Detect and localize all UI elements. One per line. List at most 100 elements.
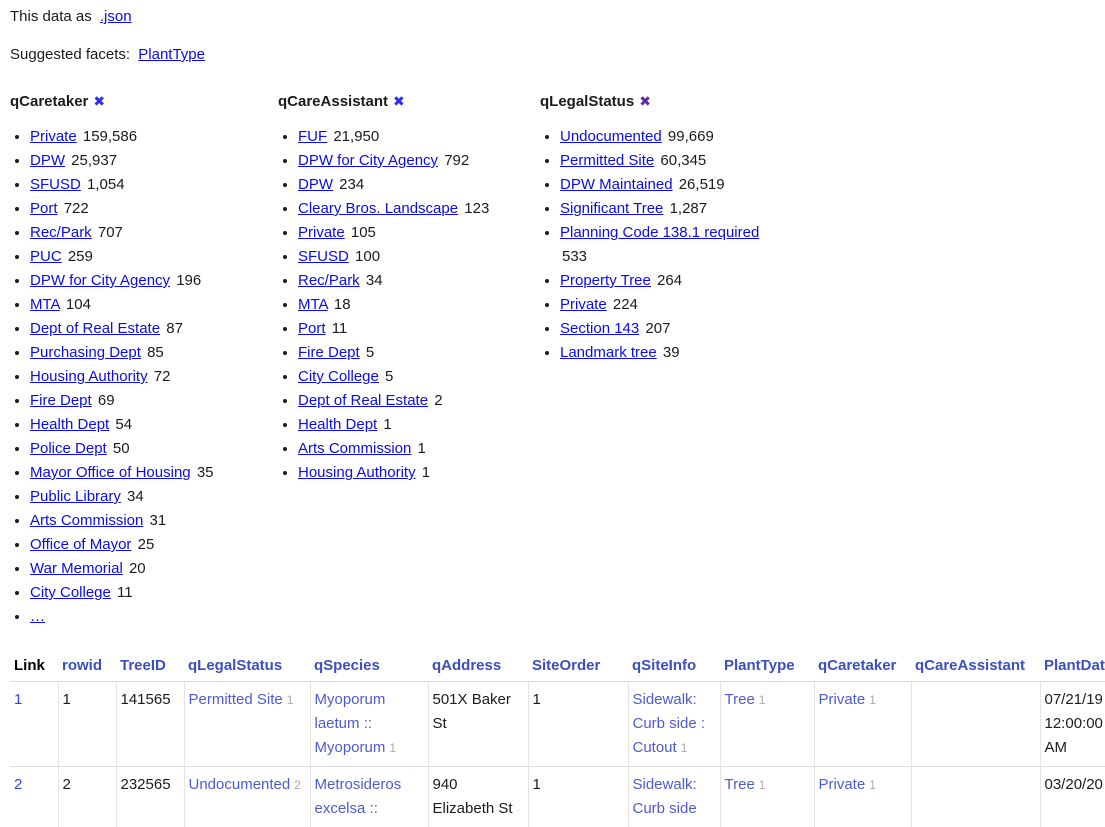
row-detail-link[interactable]: 2 [14, 776, 22, 793]
facet-value-link[interactable]: Section 143 [560, 320, 639, 337]
sort-column-link[interactable]: PlantDate [1044, 657, 1105, 674]
facet-value-link[interactable]: Purchasing Dept [30, 344, 141, 361]
facet-value-link[interactable]: Rec/Park [298, 272, 360, 289]
remove-facet-icon[interactable]: ✖ [93, 93, 105, 109]
facet-value-count: 26,519 [679, 176, 725, 193]
facet-value-link[interactable]: Dept of Real Estate [30, 320, 160, 337]
sort-column-link[interactable]: qLegalStatus [188, 657, 282, 674]
facet-value-link[interactable]: Office of Mayor [30, 536, 131, 553]
facet-value-link[interactable]: DPW [30, 152, 65, 169]
facet-value-link[interactable]: Rec/Park [30, 224, 92, 241]
sort-column-link[interactable]: SiteOrder [532, 657, 600, 674]
facet-value-count: 25,937 [71, 152, 117, 169]
cell-value-link[interactable]: Permitted Site [189, 691, 283, 708]
facet-value-link[interactable]: Property Tree [560, 272, 651, 289]
column-header-qsiteinfo: qSiteInfo [628, 653, 720, 682]
facet-value: Private 224 [560, 293, 775, 317]
facet-value: Rec/Park 34 [298, 269, 540, 293]
facet-value-link[interactable]: MTA [298, 296, 328, 313]
cell-qcareassistant [911, 767, 1040, 827]
facet-value-count: 31 [150, 512, 167, 529]
facet-value: Housing Authority 72 [30, 365, 278, 389]
cell-value-link[interactable]: Undocumented [189, 776, 291, 793]
facet-value-link[interactable]: Health Dept [298, 416, 377, 433]
facet-value-link[interactable]: Private [298, 224, 345, 241]
sort-column-link[interactable]: qSiteInfo [632, 657, 696, 674]
row-detail-link[interactable]: 1 [14, 691, 22, 708]
sort-column-link[interactable]: PlantType [724, 657, 795, 674]
sort-column-link[interactable]: qAddress [432, 657, 501, 674]
facet-value-link[interactable]: City College [298, 368, 379, 385]
facet-list: FUF 21,950DPW for City Agency 792DPW 234… [278, 125, 540, 485]
facet-value: Police Dept 50 [30, 437, 278, 461]
facet-value-link[interactable]: Port [30, 200, 58, 217]
facet-value-link[interactable]: Private [560, 296, 607, 313]
column-header-plantdate: PlantDate [1040, 653, 1105, 682]
cell-value-link[interactable]: Sidewalk: Curb side [633, 776, 697, 817]
facet-value-link[interactable]: Mayor Office of Housing [30, 464, 191, 481]
cell-value-link[interactable]: Tree [725, 776, 755, 793]
foreign-key-id: 1 [681, 741, 688, 755]
facet-value-link[interactable]: Housing Authority [298, 464, 416, 481]
facet-value-count: 722 [64, 200, 89, 217]
facet-value: DPW 25,937 [30, 149, 278, 173]
facet-list: Undocumented 99,669Permitted Site 60,345… [540, 125, 775, 365]
facet-value-link[interactable]: DPW for City Agency [298, 152, 438, 169]
facet-value-link[interactable]: Undocumented [560, 128, 662, 145]
facet-value-link[interactable]: City College [30, 584, 111, 601]
facet-value-count: 18 [334, 296, 351, 313]
facet-value-link[interactable]: PUC [30, 248, 62, 265]
facet-value-link[interactable]: Planning Code 138.1 required [560, 224, 759, 241]
facet-value-link[interactable]: Fire Dept [298, 344, 360, 361]
facet-value-link[interactable]: Dept of Real Estate [298, 392, 428, 409]
cell-value-link[interactable]: Sidewalk: Curb side : Cutout [633, 691, 706, 756]
sort-column-link[interactable]: rowid [62, 657, 102, 674]
facet-value-link[interactable]: Landmark tree [560, 344, 657, 361]
facet-value-link[interactable]: Arts Commission [298, 440, 411, 457]
facet-value-link[interactable]: DPW for City Agency [30, 272, 170, 289]
facet-value-link[interactable]: FUF [298, 128, 327, 145]
facet-more-link[interactable]: … [30, 608, 45, 625]
facet-value: DPW for City Agency 792 [298, 149, 540, 173]
facet-value-link[interactable]: Permitted Site [560, 152, 654, 169]
facet-value-link[interactable]: Public Library [30, 488, 121, 505]
facet-title-text: qCaretaker [10, 93, 88, 110]
sort-column-link[interactable]: TreeID [120, 657, 166, 674]
remove-facet-icon[interactable]: ✖ [639, 93, 651, 109]
facet-value-link[interactable]: DPW Maintained [560, 176, 673, 193]
facet-value-count: 533 [562, 248, 587, 265]
suggested-facet-planttype-link[interactable]: PlantType [138, 46, 205, 63]
facet-value-link[interactable]: SFUSD [298, 248, 349, 265]
facet-value-link[interactable]: Cleary Bros. Landscape [298, 200, 458, 217]
facet-value-link[interactable]: Fire Dept [30, 392, 92, 409]
column-header-qspecies: qSpecies [310, 653, 428, 682]
facet-value-link[interactable]: MTA [30, 296, 60, 313]
sort-column-link[interactable]: qCaretaker [818, 657, 896, 674]
cell-value-link[interactable]: Metrosideros excelsa :: [315, 776, 402, 817]
facet-value-link[interactable]: DPW [298, 176, 333, 193]
facet-value: Public Library 34 [30, 485, 278, 509]
cell-value-link[interactable]: Private [819, 776, 866, 793]
cell-value-link[interactable]: Private [819, 691, 866, 708]
sort-column-link[interactable]: qCareAssistant [915, 657, 1025, 674]
facet-value-link[interactable]: Arts Commission [30, 512, 143, 529]
cell-value-link[interactable]: Tree [725, 691, 755, 708]
facet-value-link[interactable]: Significant Tree [560, 200, 663, 217]
facet-value: Cleary Bros. Landscape 123 [298, 197, 540, 221]
cell-value-link[interactable]: Myoporum laetum :: Myoporum [315, 691, 386, 756]
facet-value-link[interactable]: Private [30, 128, 77, 145]
json-export-link[interactable]: .json [100, 8, 132, 25]
facet-value-link[interactable]: Police Dept [30, 440, 107, 457]
facet-value-link[interactable]: Port [298, 320, 326, 337]
facet-value-link[interactable]: Health Dept [30, 416, 109, 433]
facet-value-link[interactable]: War Memorial [30, 560, 123, 577]
facet-value-link[interactable]: SFUSD [30, 176, 81, 193]
column-header-qcaretaker: qCaretaker [814, 653, 911, 682]
sort-column-link[interactable]: qSpecies [314, 657, 380, 674]
facet-value: Office of Mayor 25 [30, 533, 278, 557]
remove-facet-icon[interactable]: ✖ [393, 93, 405, 109]
facet-value-count: 224 [613, 296, 638, 313]
facet-value-link[interactable]: Housing Authority [30, 368, 148, 385]
